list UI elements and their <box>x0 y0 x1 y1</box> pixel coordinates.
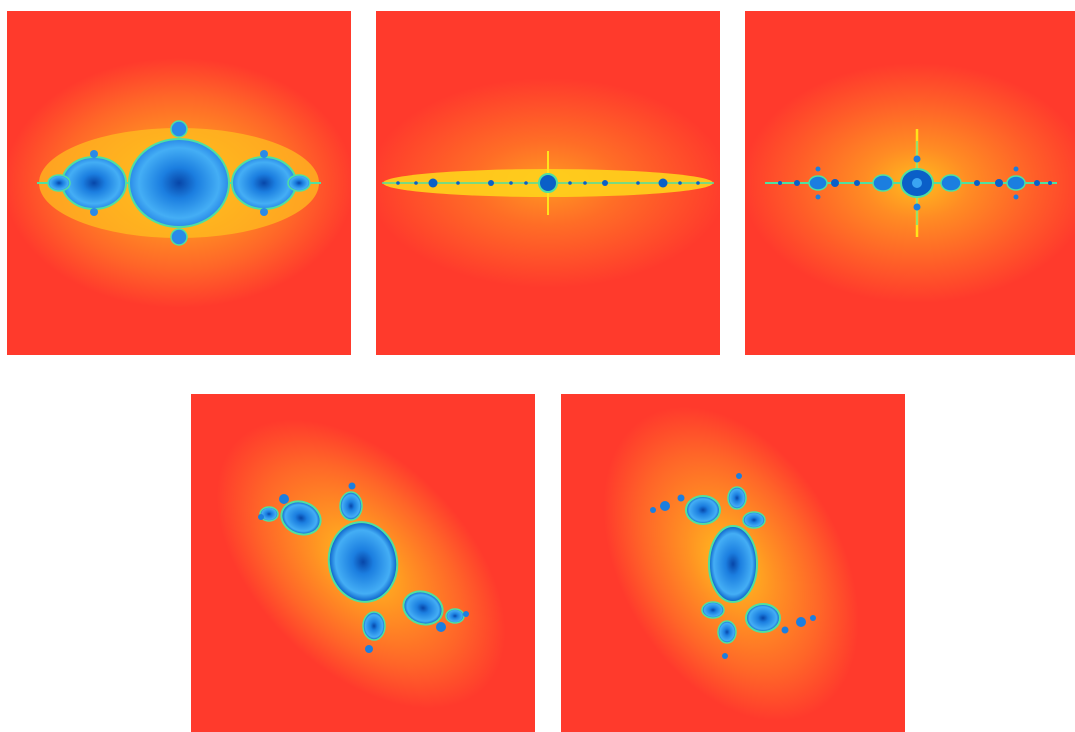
fractal-panel-5 <box>561 394 905 732</box>
julia-set-horizontal-bulbs <box>7 11 351 355</box>
far-left-bulb <box>47 174 71 192</box>
main-bulb <box>708 525 758 603</box>
left-bulb <box>61 156 127 210</box>
far-right-bulb <box>287 174 311 192</box>
bottom-bud <box>170 228 188 246</box>
top-bud <box>170 120 188 138</box>
main-bulb <box>327 521 399 603</box>
central-bulb <box>538 173 558 193</box>
fractal-panel-4 <box>191 394 535 732</box>
main-bulb <box>128 138 230 228</box>
julia-set-rotated <box>561 394 905 732</box>
julia-set-dust-line <box>376 11 720 355</box>
julia-set-diagonal <box>191 394 535 732</box>
julia-set-dendrite-cross <box>745 11 1075 355</box>
fractal-panel-3 <box>745 11 1075 355</box>
fractal-panel-1 <box>7 11 351 355</box>
fractal-panel-2 <box>376 11 720 355</box>
right-bulb <box>231 156 297 210</box>
